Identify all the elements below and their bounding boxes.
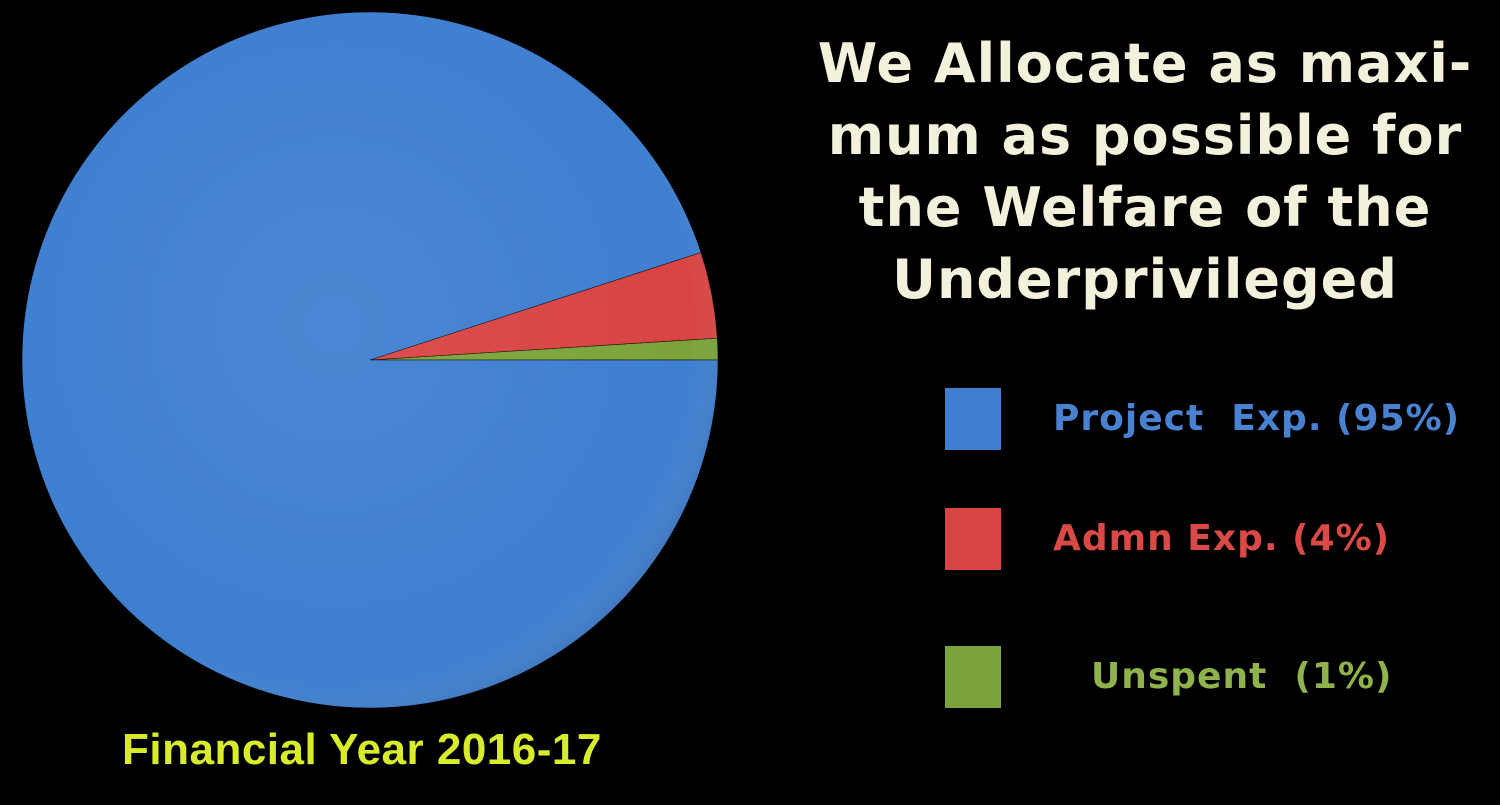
legend-swatch-admn (945, 508, 1001, 570)
headline-line-1: We Allocate as maxi- (817, 32, 1473, 95)
legend-label-admn: Admn Exp. (4%) (1053, 518, 1391, 559)
legend-label-unspent: Unspent (1%) (1091, 656, 1393, 697)
pie-slice-project (21, 11, 719, 709)
legend-label-project: Project Exp. (95%) (1053, 398, 1461, 439)
pie-chart (21, 11, 719, 709)
headline-line-2: mum as possible for (827, 104, 1463, 167)
legend-swatch-unspent (945, 646, 1001, 708)
headline-line-3: the Welfare of the (858, 176, 1432, 239)
financial-year-label: Financial Year 2016-17 (122, 725, 602, 774)
headline: We Allocate as maxi- mum as possible for… (800, 28, 1490, 316)
legend-swatch-project (945, 388, 1001, 450)
headline-line-4: Underprivileged (892, 248, 1398, 311)
